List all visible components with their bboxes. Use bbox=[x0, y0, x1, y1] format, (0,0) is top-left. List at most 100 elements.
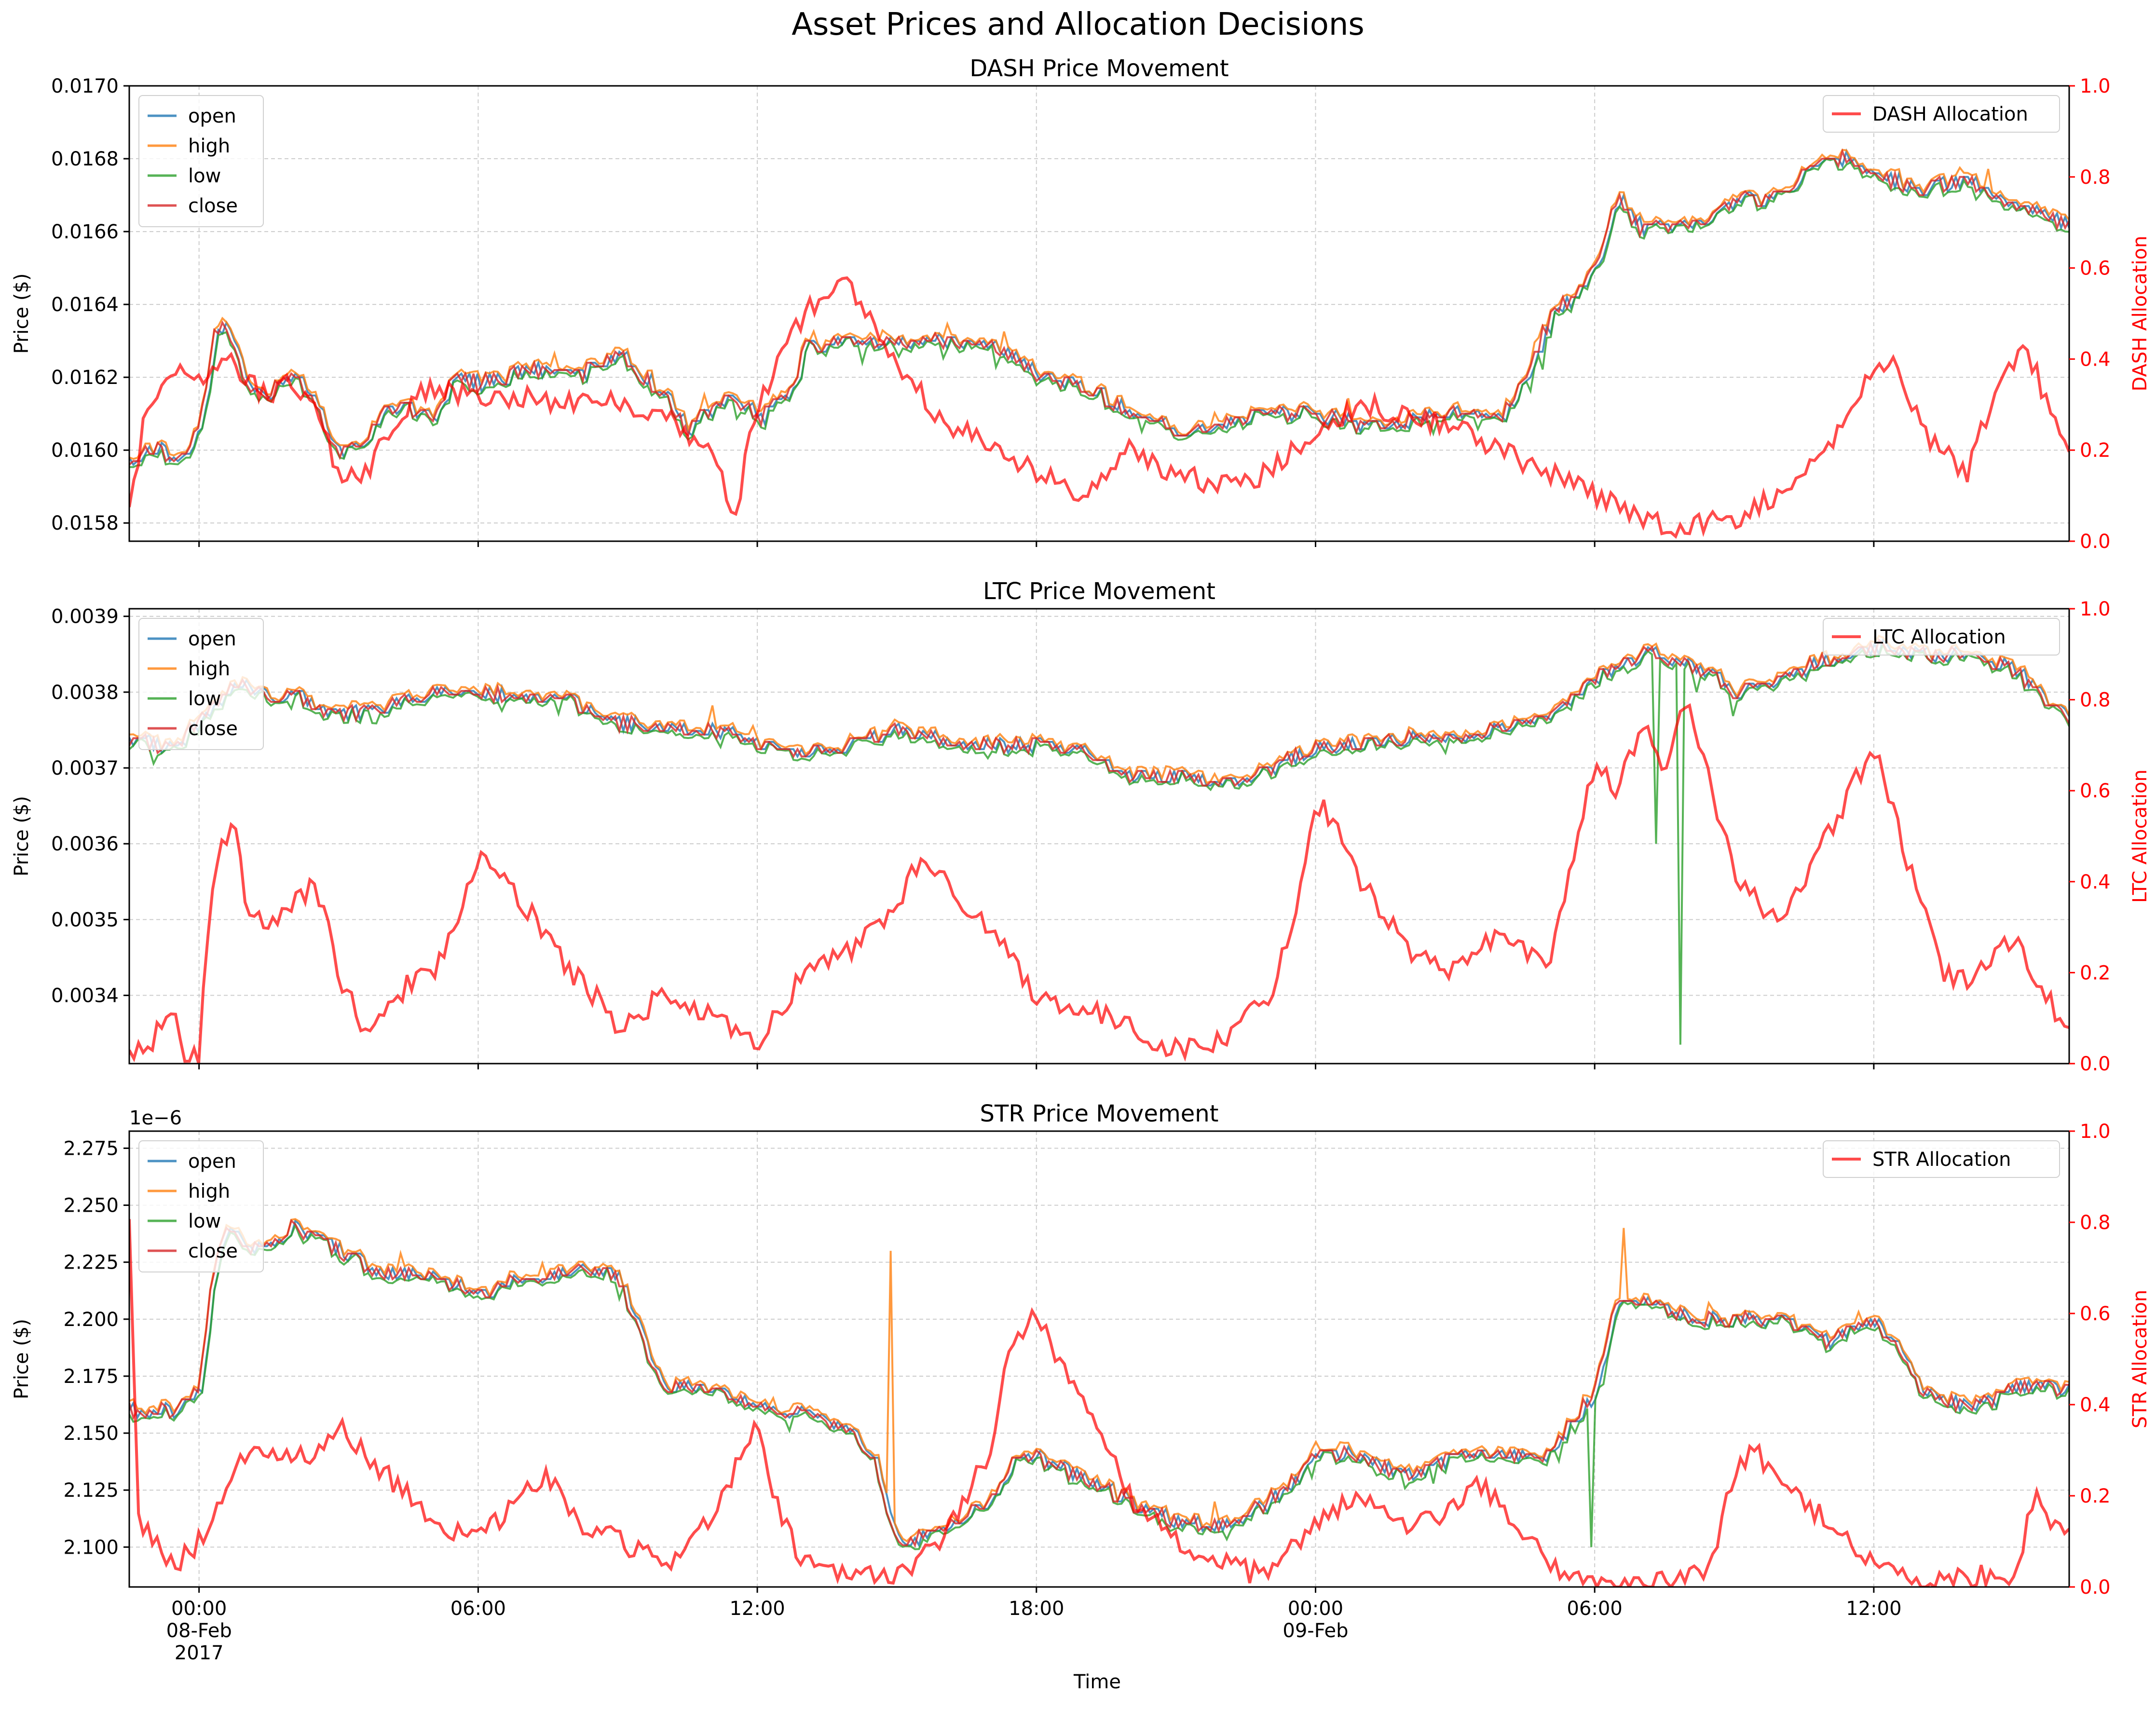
x-tick-label: 08-Feb bbox=[166, 1620, 232, 1642]
legend-entry-low: low bbox=[188, 688, 221, 710]
y-tick-label: 2.125 bbox=[63, 1479, 119, 1502]
y-tick-label: 0.0160 bbox=[51, 439, 119, 462]
x-axis-title: Time bbox=[1073, 1671, 1121, 1693]
y2-tick-label: 0.4 bbox=[2080, 1394, 2111, 1416]
allocation-legend-box bbox=[1823, 618, 2060, 656]
legend-entry-low: low bbox=[188, 1210, 221, 1232]
allocation-legend-entry: LTC Allocation bbox=[1872, 626, 2006, 648]
y-tick-label: 0.0168 bbox=[51, 148, 119, 170]
axes-frame bbox=[128, 85, 2070, 542]
y-tick-label: 0.0164 bbox=[51, 294, 119, 316]
y-axis-title: Price ($) bbox=[11, 796, 33, 876]
series-line-high bbox=[129, 634, 2069, 784]
panel-title: STR Price Movement bbox=[980, 1100, 1219, 1127]
panel-title: DASH Price Movement bbox=[969, 55, 1228, 82]
legend-box bbox=[138, 95, 264, 227]
y2-tick-label: 0.6 bbox=[2080, 780, 2111, 802]
legend-entry-close: close bbox=[188, 718, 238, 740]
x-tick-label: 12:00 bbox=[1846, 1598, 1901, 1620]
y2-tick-label: 0.8 bbox=[2080, 1212, 2111, 1234]
legend-entry-low: low bbox=[188, 165, 221, 187]
x-tick-label: 18:00 bbox=[1009, 1598, 1064, 1620]
y2-tick-label: 0.6 bbox=[2080, 258, 2111, 280]
y2-tick-label: 0.8 bbox=[2080, 689, 2111, 711]
series-line-close bbox=[129, 1219, 2069, 1548]
legend-entry-high: high bbox=[188, 658, 230, 680]
y2-tick-label: 0.2 bbox=[2080, 962, 2111, 984]
allocation-line bbox=[129, 1219, 2069, 1587]
allocation-legend-box bbox=[1823, 1140, 2060, 1178]
legend-box bbox=[138, 618, 264, 750]
y-offset-label: 1e−6 bbox=[129, 1107, 182, 1129]
allocation-legend-box bbox=[1823, 95, 2060, 133]
legend-entry-close: close bbox=[188, 195, 238, 217]
legend-entry-open: open bbox=[188, 105, 236, 127]
y2-axis-title: LTC Allocation bbox=[2129, 769, 2151, 903]
y2-tick-label: 1.0 bbox=[2080, 1121, 2111, 1143]
legend-entry-high: high bbox=[188, 135, 230, 157]
y-tick-label: 0.0166 bbox=[51, 221, 119, 243]
legend-entry-open: open bbox=[188, 628, 236, 650]
series-line-low bbox=[129, 642, 2069, 1045]
y2-tick-label: 0.0 bbox=[2080, 1576, 2111, 1599]
y2-tick-label: 0.4 bbox=[2080, 871, 2111, 893]
panel-dash: 0.0158 0.0160 0.0162 0.0164 0.0166 0.0168 0.01… bbox=[11, 55, 2151, 553]
chart-panels: 0.01580.01600.01620.01640.01660.01680.01… bbox=[11, 55, 2151, 1664]
y2-tick-label: 0.4 bbox=[2080, 348, 2111, 370]
axes-frame bbox=[128, 608, 2070, 1065]
y-tick-label: 2.275 bbox=[63, 1137, 119, 1160]
figure-suptitle: Asset Prices and Allocation Decisions bbox=[791, 7, 1365, 42]
x-tick-label: 00:00 bbox=[1288, 1598, 1343, 1620]
legend-entry-high: high bbox=[188, 1180, 230, 1203]
y-tick-label: 2.200 bbox=[63, 1309, 119, 1331]
y2-tick-label: 0.2 bbox=[2080, 1485, 2111, 1507]
series-line-close bbox=[129, 638, 2069, 787]
y-tick-label: 0.0038 bbox=[51, 682, 119, 704]
x-tick-label: 2017 bbox=[175, 1642, 224, 1664]
axes-frame bbox=[128, 1130, 2070, 1588]
panel-str: 2.100 2.125 2.150 2.175 2.200 2.225 2.250 2.275… bbox=[11, 1100, 2151, 1664]
y-tick-label: 0.0158 bbox=[51, 512, 119, 534]
y-tick-label: 2.250 bbox=[63, 1195, 119, 1217]
allocation-legend-entry: STR Allocation bbox=[1872, 1148, 2011, 1171]
x-tick-label: 06:00 bbox=[1567, 1598, 1623, 1620]
series-line-low bbox=[129, 1222, 2069, 1550]
y-axis-title: Price ($) bbox=[11, 1319, 33, 1399]
y-tick-label: 0.0162 bbox=[51, 367, 119, 389]
series-line-close bbox=[129, 148, 2069, 465]
legend-box bbox=[138, 1140, 264, 1272]
allocation-line bbox=[129, 703, 2069, 1064]
panel-title: LTC Price Movement bbox=[983, 578, 1215, 605]
y-axis-title: Price ($) bbox=[11, 273, 33, 354]
y-tick-label: 2.175 bbox=[63, 1366, 119, 1388]
y2-axis-title: STR Allocation bbox=[2129, 1290, 2151, 1429]
series-line-high bbox=[129, 1218, 2069, 1543]
y2-tick-label: 0.8 bbox=[2080, 166, 2111, 189]
y2-tick-label: 1.0 bbox=[2080, 598, 2111, 620]
y-tick-label: 0.0039 bbox=[51, 606, 119, 628]
y2-tick-label: 0.0 bbox=[2080, 531, 2111, 553]
y2-axis-title: DASH Allocation bbox=[2129, 236, 2151, 392]
allocation-line bbox=[129, 276, 2069, 539]
y-tick-label: 0.0035 bbox=[51, 909, 119, 931]
y2-tick-label: 0.6 bbox=[2080, 1303, 2111, 1325]
y-tick-label: 0.0034 bbox=[51, 985, 119, 1007]
y-tick-label: 2.225 bbox=[63, 1252, 119, 1274]
allocation-legend-entry: DASH Allocation bbox=[1872, 103, 2028, 125]
legend-entry-close: close bbox=[188, 1240, 238, 1262]
x-tick-label: 06:00 bbox=[450, 1598, 506, 1620]
x-tick-label: 12:00 bbox=[729, 1598, 785, 1620]
y-tick-label: 0.0036 bbox=[51, 833, 119, 855]
x-tick-label: 09-Feb bbox=[1283, 1620, 1348, 1642]
y-tick-label: 0.0037 bbox=[51, 757, 119, 779]
y-tick-label: 0.0170 bbox=[51, 75, 119, 97]
y2-tick-label: 0.2 bbox=[2080, 439, 2111, 462]
y2-tick-label: 0.0 bbox=[2080, 1053, 2111, 1075]
panel-ltc: 0.0034 0.0035 0.0036 0.0037 0.0038 0.0039 0.0 0… bbox=[11, 578, 2151, 1075]
legend-entry-open: open bbox=[188, 1150, 236, 1173]
y-tick-label: 2.150 bbox=[63, 1422, 119, 1445]
y-tick-label: 2.100 bbox=[63, 1536, 119, 1559]
x-tick-label: 00:00 bbox=[171, 1598, 227, 1620]
